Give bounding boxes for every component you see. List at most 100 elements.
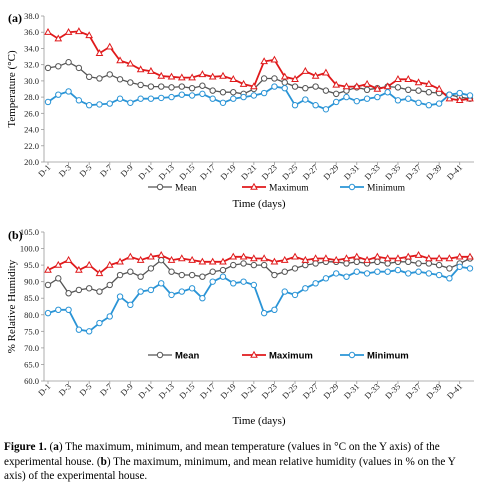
x-tick-label: D-21 xyxy=(239,162,258,181)
data-point-minimum xyxy=(230,95,237,102)
y-tick-label: 60.0 xyxy=(24,376,39,386)
panel-label: (b) xyxy=(8,228,23,242)
data-point-minimum xyxy=(158,94,165,102)
data-point-mean xyxy=(219,266,227,274)
data-point-mean xyxy=(96,288,103,295)
data-point-maximum xyxy=(280,72,289,80)
series-mean xyxy=(44,59,474,102)
data-point-mean xyxy=(394,84,402,91)
data-point-maximum xyxy=(95,49,104,57)
data-point-maximum xyxy=(198,70,207,78)
data-point-minimum xyxy=(260,89,268,97)
data-point-mean xyxy=(106,281,113,289)
data-point-maximum xyxy=(301,66,310,74)
data-point-mean xyxy=(209,268,216,275)
data-point-maximum xyxy=(352,82,361,90)
caption-figure-label: Figure 1. xyxy=(4,441,47,453)
data-point-minimum xyxy=(230,280,237,287)
data-point-maximum xyxy=(229,75,238,82)
data-point-mean xyxy=(137,81,144,89)
data-point-mean xyxy=(363,86,371,94)
data-point-minimum xyxy=(405,95,412,102)
data-point-minimum xyxy=(209,95,216,102)
data-point-mean xyxy=(168,84,175,91)
data-point-maximum xyxy=(239,252,248,260)
y-tick-label: 105.0 xyxy=(20,227,39,237)
data-point-minimum xyxy=(343,93,350,101)
data-point-maximum xyxy=(147,252,155,260)
data-point-maximum xyxy=(157,71,166,79)
data-point-mean xyxy=(147,265,155,272)
data-point-maximum xyxy=(208,257,217,265)
data-point-maximum xyxy=(54,260,63,268)
x-tick-label: D-41 xyxy=(445,381,464,400)
data-point-minimum xyxy=(219,273,227,280)
data-point-mean xyxy=(332,90,340,98)
data-point-minimum xyxy=(374,268,381,275)
data-point-mean xyxy=(199,273,206,280)
x-tick-label: D-15 xyxy=(177,162,196,181)
x-tick-label: D-23 xyxy=(259,162,278,181)
data-point-maximum xyxy=(322,68,330,76)
data-point-maximum xyxy=(250,82,258,90)
data-point-maximum xyxy=(188,73,196,81)
data-point-maximum xyxy=(85,260,94,268)
x-tick-label: D-17 xyxy=(198,162,217,181)
data-point-mean xyxy=(137,273,144,280)
data-point-mean xyxy=(302,84,309,92)
data-point-mean xyxy=(199,82,206,89)
data-point-maximum xyxy=(291,75,299,82)
data-point-minimum xyxy=(332,270,340,277)
y-tick-label: 36.0 xyxy=(24,27,39,37)
y-tick-label: 24.0 xyxy=(24,125,39,135)
data-point-maximum xyxy=(394,75,402,82)
data-point-minimum xyxy=(188,92,196,99)
data-point-maximum xyxy=(363,255,371,263)
data-point-maximum xyxy=(414,78,423,86)
data-point-mean xyxy=(55,275,62,282)
legend-marker-maximum xyxy=(250,182,258,190)
data-point-mean xyxy=(178,83,186,90)
data-point-minimum xyxy=(415,268,422,275)
data-point-minimum xyxy=(116,95,124,102)
x-tick-label: D-3 xyxy=(57,162,73,178)
data-point-mean xyxy=(291,83,299,90)
data-point-maximum xyxy=(44,27,52,35)
data-point-mean xyxy=(230,89,237,96)
legend: Mean Maximum Minimum xyxy=(148,351,409,362)
chart-panel-b: (b) 60.0 65.0 70.0 75.0 80.0 85.0 90.0 95.0 100.0… xyxy=(6,227,474,427)
caption-text-3: ) The maximum, minimum, and mean relativ… xyxy=(4,455,456,483)
series-maximum xyxy=(44,250,474,277)
x-tick-label: D-35 xyxy=(383,381,402,400)
data-point-minimum xyxy=(322,275,330,282)
x-tick-label: D-19 xyxy=(218,162,237,181)
data-point-mean xyxy=(271,75,278,82)
legend-marker-mean xyxy=(156,183,164,191)
x-axis-label: Time (days) xyxy=(232,198,285,210)
x-tick-label: D-21 xyxy=(239,381,258,400)
data-point-minimum xyxy=(435,100,443,107)
y-tick-label: 90.0 xyxy=(24,277,39,287)
data-point-minimum xyxy=(322,106,330,113)
x-tick-label: D-33 xyxy=(362,381,381,400)
legend-marker-minimum xyxy=(348,351,356,359)
data-point-mean xyxy=(127,268,134,275)
data-point-mean xyxy=(312,260,319,267)
data-point-maximum xyxy=(311,254,320,262)
data-point-maximum xyxy=(466,252,474,260)
y-tick-label: 80.0 xyxy=(24,310,39,320)
data-point-minimum xyxy=(188,285,196,292)
data-point-maximum xyxy=(188,255,196,263)
data-point-maximum xyxy=(373,84,382,92)
data-point-minimum xyxy=(302,96,309,103)
x-tick-label: D-13 xyxy=(156,162,175,181)
y-tick-label: 34.0 xyxy=(24,43,39,53)
series-minimum xyxy=(44,263,474,335)
data-point-mean xyxy=(446,265,453,272)
data-point-minimum xyxy=(384,89,391,96)
data-point-maximum xyxy=(332,255,341,263)
caption-text-1: ( xyxy=(46,441,54,453)
legend-marker-maximum xyxy=(250,350,258,358)
data-point-minimum xyxy=(106,313,113,320)
data-point-minimum xyxy=(85,102,93,109)
